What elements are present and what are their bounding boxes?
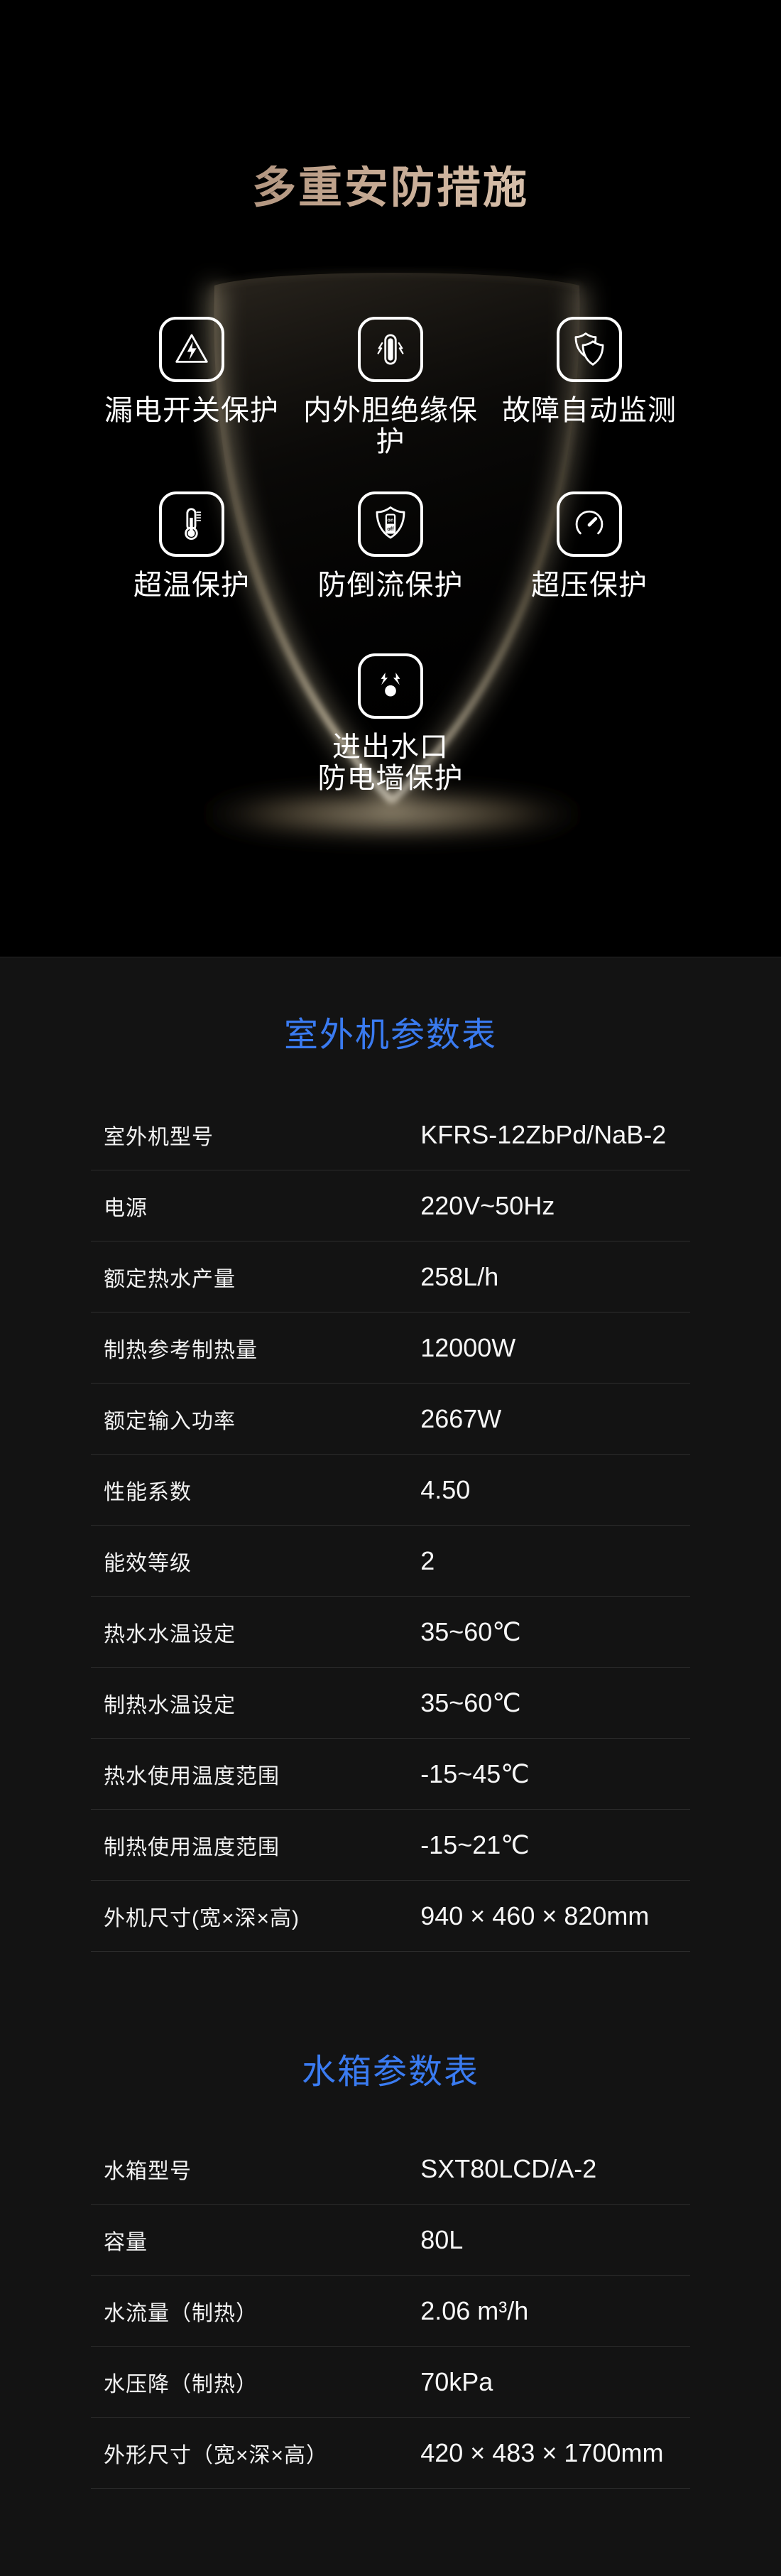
- feature-icon-box: [358, 653, 423, 719]
- spec-value: 2: [420, 1545, 435, 1575]
- table-row: 外形尺寸（宽×深×高） 420 × 483 × 1700mm: [91, 2418, 690, 2489]
- spec-label: 制热使用温度范围: [104, 1835, 280, 1859]
- spec-value: 2.06 m³/h: [420, 2295, 529, 2325]
- leakage-switch-icon: [175, 334, 208, 363]
- spec-value: 4.50: [420, 1474, 471, 1504]
- feature-icon-box: [557, 317, 622, 382]
- spec-label: 热水水温设定: [104, 1622, 236, 1646]
- feature-item: 进出水口 防电墙保护: [0, 653, 781, 794]
- feature-item: 故障自动监测: [490, 317, 689, 457]
- spec-value: 220V~50Hz: [420, 1190, 555, 1220]
- table-row: 额定输入功率 2667W: [91, 1384, 690, 1455]
- table-row: 热水使用温度范围 -15~45℃: [91, 1739, 690, 1810]
- spec-label: 室外机型号: [104, 1125, 214, 1149]
- feature-item: 内外胆绝缘保护: [291, 317, 490, 457]
- spec-value: KFRS-12ZbPd/NaB-2: [420, 1119, 667, 1149]
- feature-label: 内外胆绝缘保护: [303, 395, 478, 457]
- spec-label: 水流量（制热）: [104, 2301, 258, 2325]
- spec-label: 外机尺寸(宽×深×高): [104, 1906, 300, 1930]
- fault-monitor-icon: [574, 332, 604, 366]
- feature-row-1: 漏电开关保护 内外胆绝缘保护: [92, 317, 689, 457]
- outdoor-table-title: 室外机参数表: [283, 1016, 497, 1054]
- spec-value: 70kPa: [420, 2366, 493, 2396]
- feature-icon-box: on off: [358, 491, 423, 557]
- feature-label: 超温保护: [133, 570, 250, 601]
- spec-label: 制热水温设定: [104, 1693, 236, 1717]
- security-hero-section: 多重安防措施 漏电开关保护: [0, 0, 781, 957]
- feature-icon-box: [159, 317, 224, 382]
- table-row: 能效等级 2: [91, 1526, 690, 1597]
- anti-backflow-icon: on off: [376, 506, 405, 539]
- table-row: 制热使用温度范围 -15~21℃: [91, 1810, 690, 1881]
- feature-label: 防倒流保护: [317, 570, 464, 601]
- outdoor-spec-table: 室外机型号 KFRS-12ZbPd/NaB-2 电源 220V~50Hz 额定热…: [91, 1099, 690, 1952]
- table-row: 性能系数 4.50: [91, 1455, 690, 1526]
- spec-value: 258L/h: [420, 1261, 499, 1291]
- water-port-anti-electric-wall-icon: [381, 672, 400, 697]
- feature-row-2: 超温保护 on off 防倒流保护: [92, 491, 689, 601]
- table-row: 水流量（制热） 2.06 m³/h: [91, 2276, 690, 2347]
- table-row: 容量 80L: [91, 2205, 690, 2276]
- spec-value: -15~21℃: [420, 1830, 530, 1859]
- feature-item: 漏电开关保护: [92, 317, 291, 457]
- spec-value: 420 × 483 × 1700mm: [420, 2438, 664, 2467]
- feature-item: 超压保护: [490, 491, 689, 601]
- tank-insulation-icon: [377, 334, 404, 365]
- tank-spec-table: 水箱型号 SXT80LCD/A-2 容量 80L 水流量（制热） 2.06 m³…: [91, 2134, 690, 2489]
- table-row: 制热参考制热量 12000W: [91, 1313, 690, 1384]
- spec-label: 制热参考制热量: [104, 1338, 258, 1362]
- feature-row-3: 进出水口 防电墙保护: [0, 653, 781, 794]
- feature-label: 故障自动监测: [502, 395, 677, 426]
- feature-icon-box: [557, 491, 622, 557]
- shield-glow-decoration: [179, 271, 605, 838]
- switch-off-text: off: [387, 526, 394, 532]
- specs-section: 室外机参数表 室外机型号 KFRS-12ZbPd/NaB-2 电源 220V~5…: [0, 957, 781, 2576]
- feature-icon-box: [358, 317, 423, 382]
- spec-value: 35~60℃: [420, 1688, 521, 1717]
- table-row: 电源 220V~50Hz: [91, 1170, 690, 1241]
- spec-value: -15~45℃: [420, 1759, 530, 1788]
- table-row: 水箱型号 SXT80LCD/A-2: [91, 2134, 690, 2205]
- spec-label: 水箱型号: [104, 2159, 192, 2183]
- feature-label: 进出水口 防电墙保护: [317, 732, 464, 794]
- spec-value: SXT80LCD/A-2: [420, 2153, 597, 2183]
- over-pressure-icon: [575, 510, 604, 535]
- table-row: 室外机型号 KFRS-12ZbPd/NaB-2: [91, 1099, 690, 1170]
- hero-title: 多重安防措施: [0, 165, 781, 211]
- feature-icon-box: [159, 491, 224, 557]
- feature-item: 超温保护: [92, 491, 291, 601]
- table-row: 外机尺寸(宽×深×高) 940 × 460 × 820mm: [91, 1881, 690, 1952]
- spec-value: 940 × 460 × 820mm: [420, 1901, 650, 1930]
- feature-label: 漏电开关保护: [104, 395, 279, 426]
- spec-label: 性能系数: [104, 1480, 192, 1504]
- spec-value: 80L: [420, 2224, 464, 2254]
- spec-label: 容量: [104, 2230, 148, 2254]
- spec-label: 外形尺寸（宽×深×高）: [104, 2443, 329, 2467]
- spec-label: 额定输入功率: [104, 1409, 236, 1433]
- spec-label: 水压降（制热）: [104, 2372, 258, 2396]
- over-temperature-icon: [185, 508, 202, 540]
- table-row: 热水水温设定 35~60℃: [91, 1597, 690, 1668]
- feature-label: 超压保护: [531, 570, 648, 601]
- tank-table-title: 水箱参数表: [301, 2053, 479, 2091]
- spec-label: 能效等级: [104, 1551, 192, 1575]
- feature-item: on off 防倒流保护: [291, 491, 490, 601]
- table-row: 制热水温设定 35~60℃: [91, 1668, 690, 1739]
- spec-label: 额定热水产量: [104, 1267, 236, 1291]
- spec-label: 热水使用温度范围: [104, 1764, 280, 1788]
- switch-on-text: on: [388, 517, 394, 523]
- table-row: 水压降（制热） 70kPa: [91, 2347, 690, 2418]
- spec-value: 12000W: [420, 1332, 516, 1362]
- spec-label: 电源: [104, 1196, 148, 1220]
- spec-value: 2667W: [420, 1403, 502, 1433]
- table-row: 额定热水产量 258L/h: [91, 1241, 690, 1313]
- spec-value: 35~60℃: [420, 1616, 521, 1646]
